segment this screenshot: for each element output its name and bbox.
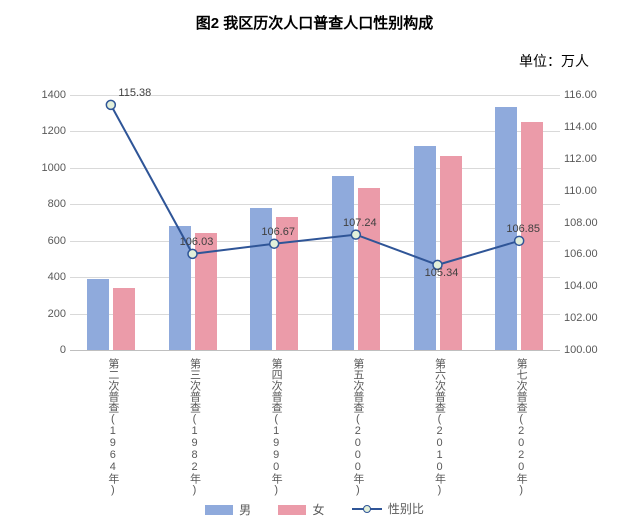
- y-right-tick: 102.00: [564, 312, 614, 324]
- legend-female: 女: [278, 501, 324, 518]
- x-label: 第五次普查(2000年): [350, 358, 366, 496]
- y-right-tick: 116.00: [564, 89, 614, 101]
- x-label: 第三次普查(1982年): [187, 358, 203, 496]
- line-data-label: 106.03: [180, 236, 214, 248]
- line-data-label: 106.67: [261, 226, 295, 238]
- x-label: 第七次普查(2020年): [513, 358, 529, 496]
- y-left-tick: 1000: [0, 162, 66, 174]
- data-labels-layer: 115.38106.03106.67107.24105.34106.85: [70, 95, 560, 350]
- y-right-tick: 112.00: [564, 153, 614, 165]
- unit-label: 单位：万人: [0, 51, 629, 71]
- line-data-label: 115.38: [118, 87, 151, 99]
- y-left-tick: 400: [0, 271, 66, 283]
- y-right-tick: 106.00: [564, 248, 614, 260]
- x-axis-labels: 第二次普查(1964年)第三次普查(1982年)第四次普查(1990年)第五次普…: [70, 354, 560, 474]
- y-left-tick: 1200: [0, 125, 66, 137]
- legend-male-swatch: [205, 505, 233, 515]
- y-right-axis: 100.00102.00104.00106.00108.00110.00112.…: [564, 95, 614, 350]
- y-left-tick: 600: [0, 235, 66, 247]
- plot-area: 115.38106.03106.67107.24105.34106.85: [70, 95, 560, 350]
- legend-male-label: 男: [239, 501, 251, 518]
- y-right-tick: 100.00: [564, 344, 614, 356]
- y-left-axis: 0200400600800100012001400: [0, 95, 66, 350]
- legend-ratio: 性别比: [352, 500, 424, 517]
- y-left-tick: 1400: [0, 89, 66, 101]
- line-data-label: 107.24: [343, 217, 377, 229]
- y-right-tick: 108.00: [564, 217, 614, 229]
- y-left-tick: 200: [0, 308, 66, 320]
- chart-container: 图2 我区历次人口普查人口性别构成 单位：万人 0 200 400 600 800 100…: [0, 0, 629, 524]
- legend-female-label: 女: [312, 501, 324, 518]
- x-label: 第四次普查(1990年): [268, 358, 284, 496]
- legend-ratio-label: 性别比: [388, 500, 424, 517]
- y-right-tick: 110.00: [564, 185, 614, 197]
- legend-female-swatch: [278, 505, 306, 515]
- y-left-tick: 800: [0, 198, 66, 210]
- legend-ratio-swatch: [352, 503, 382, 515]
- y-left-tick: 0: [0, 344, 66, 356]
- y-right-tick: 114.00: [564, 121, 614, 133]
- x-label: 第二次普查(1964年): [105, 358, 121, 496]
- gridline: [70, 350, 560, 351]
- y-right-tick: 104.00: [564, 280, 614, 292]
- line-data-label: 106.85: [506, 223, 540, 235]
- legend: 男 女 性别比: [0, 500, 629, 518]
- line-data-label: 105.34: [425, 267, 459, 279]
- x-label: 第六次普查(2010年): [432, 358, 448, 496]
- legend-male: 男: [205, 501, 251, 518]
- chart-title: 图2 我区历次人口普查人口性别构成: [0, 0, 629, 33]
